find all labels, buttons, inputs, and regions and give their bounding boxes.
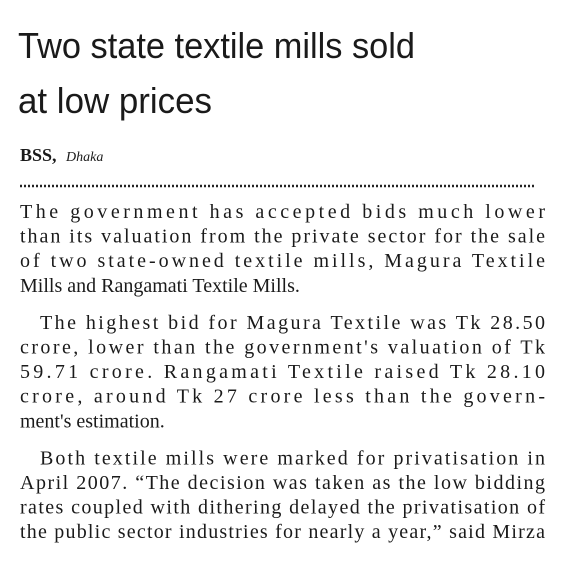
body-line: crore, lower than the government's valua…	[20, 337, 545, 359]
body-line: rates coupled with dithering delayed the…	[20, 497, 545, 519]
body-line: Both textile mills were marked for priva…	[40, 447, 545, 469]
body-line: ment's estimation.	[20, 410, 165, 432]
body-line: The government has accepted bids much lo…	[20, 201, 545, 223]
byline-location: Dhaka	[65, 150, 103, 165]
byline-source: BSS,	[20, 145, 57, 165]
body-line: Mills and Rangamati Textile Mills.	[20, 275, 300, 297]
headline-line: at low prices	[18, 80, 212, 121]
body-line: April 2007. “The decision was taken as t…	[20, 472, 545, 494]
body-line: the public sector industries for nearly …	[20, 521, 545, 543]
headline-line: Two state textile mills sold	[18, 25, 415, 66]
